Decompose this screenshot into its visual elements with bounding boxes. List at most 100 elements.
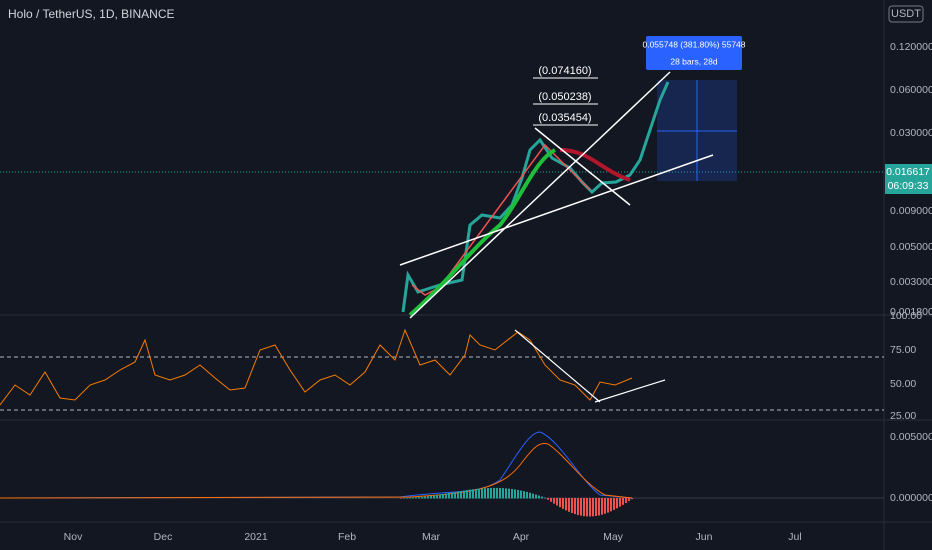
date-label: 2021 <box>244 531 268 543</box>
macd-hist <box>517 489 519 499</box>
price-candles <box>401 81 670 313</box>
date-label: Feb <box>338 531 356 543</box>
fib-label: (0.050238) <box>538 91 591 103</box>
signal-line <box>0 443 633 499</box>
macd-hist <box>484 488 486 499</box>
macd-hist <box>607 498 609 513</box>
trend-lines <box>399 71 714 319</box>
macd-hist <box>493 487 495 499</box>
macd-hist <box>541 496 543 499</box>
macd-hist <box>592 498 594 517</box>
date-label: Mar <box>422 531 441 543</box>
macd-hist <box>574 498 576 515</box>
macd-hist <box>460 491 462 499</box>
rsi-trend-lines <box>514 329 666 403</box>
indicator-up <box>408 148 557 317</box>
macd-hist <box>472 489 474 499</box>
macd-hist <box>508 488 510 499</box>
macd-hist <box>514 489 516 499</box>
fib-label: (0.035454) <box>538 112 591 124</box>
macd-hist <box>490 487 492 499</box>
macd-hist <box>628 498 630 502</box>
macd-hist <box>442 493 444 499</box>
date-label: May <box>603 531 624 543</box>
macd-hist <box>631 498 633 500</box>
symbol-title: Holo / TetherUS, 1D, BINANCE <box>8 7 175 21</box>
rsi-label: 50.00 <box>890 378 916 390</box>
macd-hist <box>409 497 411 499</box>
macd-hist <box>604 498 606 514</box>
macd-hist <box>550 498 552 502</box>
macd-hist <box>598 498 600 516</box>
macd-hist <box>547 498 549 500</box>
macd-hist <box>427 496 429 499</box>
macd-hist <box>448 493 450 499</box>
macd-hist <box>532 493 534 499</box>
rsi-line <box>0 328 633 406</box>
macd-hist <box>505 488 507 499</box>
macd-hist <box>445 493 447 499</box>
macd-hist <box>415 497 417 499</box>
macd-label: 0.005000 <box>890 431 932 443</box>
macd-hist <box>430 495 432 499</box>
macd-label: 0.000000 <box>890 492 932 504</box>
macd-hist <box>403 497 405 499</box>
last-price-box <box>885 164 932 194</box>
macd-hist <box>601 498 603 515</box>
date-label: Dec <box>154 531 173 543</box>
macd-hist <box>577 498 579 515</box>
currency[interactable]: USDT <box>891 8 921 20</box>
price-label: 0.030000 <box>890 127 932 139</box>
measure-line2: 28 bars, 28d <box>670 56 718 66</box>
macd-hist <box>433 495 435 499</box>
price-label: 0.009000 <box>890 205 932 217</box>
macd-hist <box>406 497 408 499</box>
macd-hist <box>622 498 624 505</box>
last-price: 0.016617 <box>886 166 930 178</box>
fib-lines <box>533 77 598 126</box>
macd-hist <box>424 496 426 499</box>
macd-hist <box>571 498 573 514</box>
currency-box[interactable] <box>888 5 924 23</box>
macd-hist <box>529 492 531 499</box>
macd-hist <box>478 488 480 499</box>
macd-hist <box>523 491 525 499</box>
price-label: 0.060000 <box>890 84 932 96</box>
macd-hist <box>619 498 621 507</box>
macd-hist <box>475 488 477 499</box>
macd-hist <box>520 490 522 499</box>
macd-hist <box>481 488 483 499</box>
macd-hist <box>613 498 615 510</box>
macd-hist <box>421 496 423 499</box>
macd-hist <box>463 490 465 499</box>
macd-hist <box>469 489 471 499</box>
macd-hist <box>580 498 582 516</box>
macd-hist <box>535 494 537 499</box>
macd-hist <box>610 498 612 512</box>
macd-hist <box>625 498 627 504</box>
macd-hist <box>457 491 459 499</box>
macd-hist <box>454 491 456 499</box>
macd-hist <box>502 488 504 499</box>
macd-hist <box>466 490 468 499</box>
measure-line1: 0.055748 (381.80%) 55748 <box>642 39 745 49</box>
macd-hist <box>586 498 588 517</box>
countdown: 06:09:33 <box>888 180 929 192</box>
macd-hist <box>412 497 414 499</box>
macd-hist <box>568 498 570 512</box>
macd-hist <box>451 492 453 499</box>
rsi-label: 100.00 <box>890 310 922 322</box>
date-label: Apr <box>513 531 530 543</box>
macd-hist <box>418 497 420 499</box>
macd-hist <box>400 498 402 499</box>
date-label: Jun <box>696 531 713 543</box>
rsi-label: 25.00 <box>890 410 916 422</box>
macd-hist <box>583 498 585 517</box>
macd-hist <box>595 498 597 517</box>
macd-line <box>0 431 633 499</box>
price-label: 0.001800 <box>890 306 932 318</box>
price-label: 0.005000 <box>890 241 932 253</box>
price-wicks <box>411 143 591 296</box>
